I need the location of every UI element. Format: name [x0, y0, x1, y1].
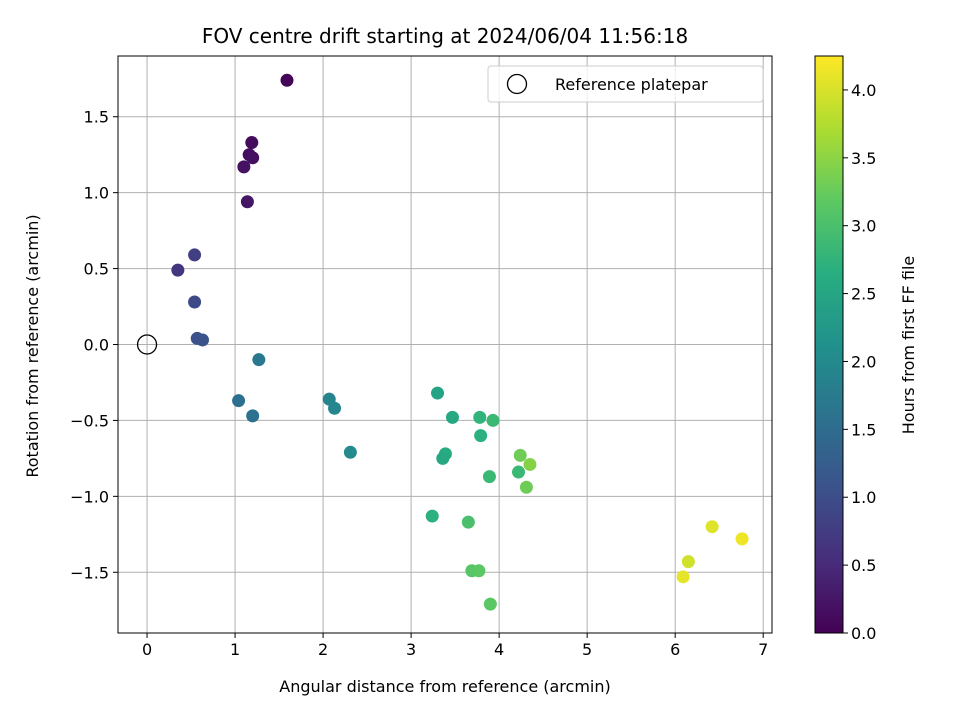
data-point [436, 451, 450, 465]
colorbar-tick-label: 4.0 [851, 81, 876, 100]
data-point [511, 465, 525, 479]
legend-box [487, 65, 764, 103]
y-tick-label: 0.0 [84, 336, 109, 355]
y-tick-label: 1.5 [84, 108, 109, 127]
x-tick-label: 7 [758, 640, 768, 659]
y-tick-label: 0.5 [84, 260, 109, 279]
data-point [245, 136, 259, 150]
data-point [240, 195, 254, 209]
x-axis-ticks: 0 1 2 3 4 5 6 7 [142, 633, 768, 659]
data-point [328, 401, 342, 415]
colorbar-label: Hours from first FF file [899, 256, 918, 435]
y-tick-label: −1.0 [70, 487, 109, 506]
data-point [474, 429, 488, 443]
data-point [188, 248, 202, 262]
y-tick-label: −0.5 [70, 411, 109, 430]
data-point [705, 520, 719, 534]
data-point [196, 333, 210, 347]
data-point [473, 410, 487, 424]
colorbar-ticks: 0.0 0.5 1.0 1.5 2.0 2.5 3.0 3.5 4.0 [843, 81, 876, 643]
data-point [237, 160, 251, 174]
data-point [483, 597, 497, 611]
colorbar-tick-label: 0.0 [851, 624, 876, 643]
plot-grid [118, 56, 772, 633]
plot-points [136, 73, 749, 611]
x-axis-title: Angular distance from reference (arcmin) [279, 677, 610, 696]
data-point [188, 295, 202, 309]
data-point [486, 413, 500, 427]
y-tick-label: 1.0 [84, 184, 109, 203]
reference-platepar-marker [136, 334, 158, 355]
colorbar-tick-label: 3.0 [851, 217, 876, 236]
y-axis-ticks: −1.5 −1.0 −0.5 0.0 0.5 1.0 1.5 [70, 108, 118, 582]
chart-title: FOV centre drift starting at 2024/06/04 … [202, 24, 688, 48]
colorbar-tick-label: 3.5 [851, 149, 876, 168]
colorbar-tick-label: 2.0 [851, 352, 876, 371]
data-point [472, 564, 486, 578]
data-point [461, 515, 475, 529]
data-point [735, 532, 749, 546]
data-point [425, 509, 439, 523]
legend-reference-marker [506, 73, 528, 95]
colorbar-tick-label: 2.5 [851, 285, 876, 304]
y-tick-label: −1.5 [70, 563, 109, 582]
data-point [280, 73, 294, 87]
data-point [482, 470, 496, 484]
data-point [252, 353, 266, 367]
legend: Reference platepar [487, 65, 764, 103]
legend-reference-label: Reference platepar [555, 75, 708, 94]
data-point [246, 409, 260, 423]
data-point [523, 457, 537, 471]
x-tick-label: 5 [582, 640, 592, 659]
data-point [519, 480, 533, 494]
x-tick-label: 4 [494, 640, 504, 659]
data-point [431, 386, 445, 400]
colorbar-tick-label: 1.0 [851, 488, 876, 507]
x-tick-label: 2 [318, 640, 328, 659]
data-point [445, 410, 459, 424]
x-tick-label: 1 [230, 640, 240, 659]
y-axis-title: Rotation from reference (arcmin) [23, 214, 42, 477]
data-point [246, 151, 260, 165]
colorbar-tick-label: 1.5 [851, 420, 876, 439]
data-point [232, 394, 246, 408]
x-tick-label: 3 [406, 640, 416, 659]
colorbar: 0.0 0.5 1.0 1.5 2.0 2.5 3.0 3.5 4.0 Hours from f… [814, 55, 918, 643]
data-point [513, 448, 527, 462]
x-tick-label: 0 [142, 640, 152, 659]
colorbar-gradient [814, 55, 844, 634]
data-point [343, 445, 357, 459]
data-point [171, 263, 185, 277]
x-tick-label: 6 [670, 640, 680, 659]
data-point [676, 570, 690, 584]
data-point [681, 555, 695, 569]
colorbar-tick-label: 0.5 [851, 556, 876, 575]
